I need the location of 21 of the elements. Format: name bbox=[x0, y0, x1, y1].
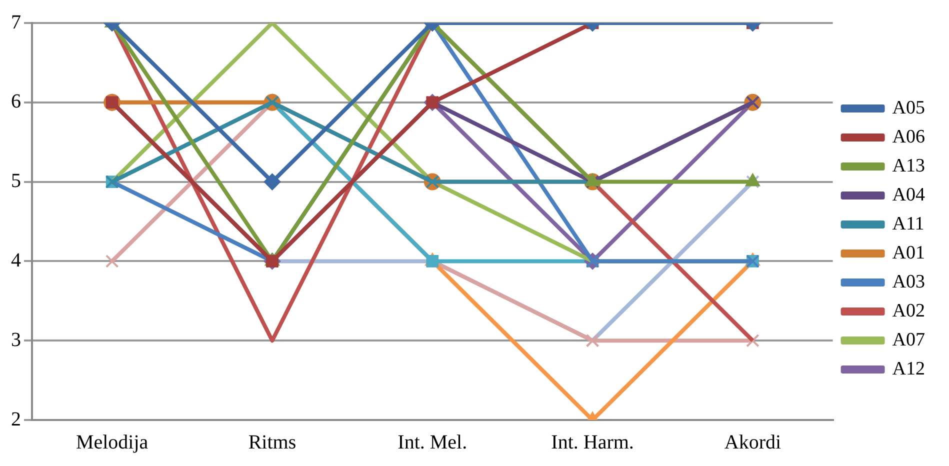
legend-label: A06 bbox=[892, 126, 926, 148]
y-tick-label: 4 bbox=[11, 249, 21, 272]
y-tick-label: 3 bbox=[11, 328, 21, 351]
x-tick-label: Akordi bbox=[724, 431, 782, 454]
legend-label: A03 bbox=[892, 271, 926, 292]
y-tick-label: 7 bbox=[11, 11, 21, 34]
legend-label: A01 bbox=[892, 242, 926, 264]
x-tick-label: Int. Mel. bbox=[398, 431, 468, 454]
legend-label: A05 bbox=[892, 97, 926, 118]
legend-label: A13 bbox=[892, 155, 926, 176]
legend-label: A02 bbox=[892, 300, 926, 322]
y-tick-label: 2 bbox=[11, 408, 21, 430]
legend-label: A04 bbox=[892, 184, 926, 206]
x-tick-label: Melodija bbox=[76, 431, 148, 454]
x-tick-label: Ritms bbox=[248, 431, 296, 454]
y-tick-label: 6 bbox=[11, 90, 21, 113]
y-tick-label: 5 bbox=[11, 170, 21, 192]
legend-label: A12 bbox=[892, 358, 926, 380]
legend-label: A07 bbox=[892, 329, 926, 350]
x-tick-label: Int. Harm. bbox=[551, 431, 634, 454]
legend-label: A11 bbox=[892, 213, 924, 234]
